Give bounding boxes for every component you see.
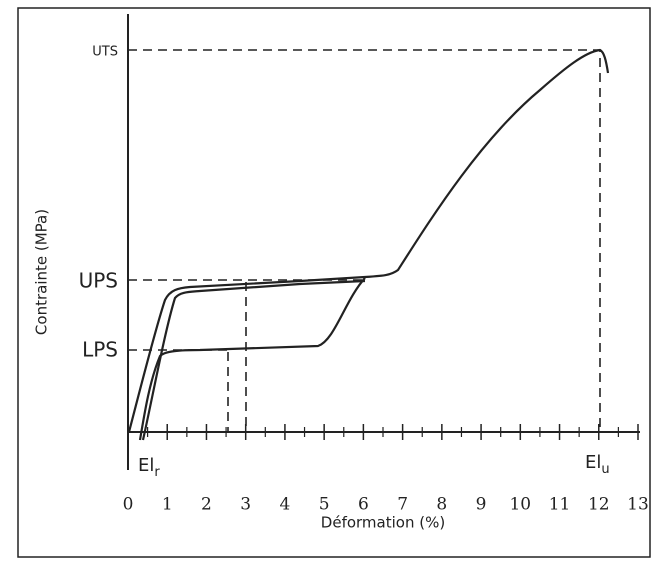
unloading-curve — [138, 277, 366, 441]
x-tick-label: 1 — [162, 495, 173, 515]
x-tick-label: 2 — [201, 495, 212, 515]
x-tick-label: 4 — [280, 495, 291, 515]
x-tick-label: 11 — [549, 495, 571, 515]
loading-curve — [127, 48, 610, 433]
reloading-curve — [141, 279, 366, 441]
x-tick-label: 7 — [397, 495, 408, 515]
frame — [17, 7, 651, 558]
x-tick-label: 0 — [123, 495, 134, 515]
y-axis-label: Contrainte (MPa) — [33, 209, 51, 335]
marker-label: Elu — [585, 452, 610, 477]
x-ticks: 0 1 2 3 4 5 6 7 8 9 10 11 12 13 — [123, 424, 649, 515]
marker-label: Elr — [138, 455, 160, 480]
x-tick-label: 3 — [240, 495, 251, 515]
x-tick-label: 10 — [509, 495, 531, 515]
ups-label: UPS — [79, 269, 118, 293]
uts-guide — [128, 49, 601, 432]
x-tick-label: 6 — [358, 495, 369, 515]
x-tick-label: 9 — [476, 495, 487, 515]
x-tick-label: 12 — [588, 495, 610, 515]
x-axis-label: Déformation (%) — [321, 514, 445, 532]
guides — [128, 49, 601, 432]
uts-label: UTS — [92, 45, 118, 60]
lps-label: LPS — [82, 338, 118, 362]
x-tick-label: 8 — [436, 495, 447, 515]
x-tick-label: 13 — [627, 495, 649, 515]
x-tick-label: 5 — [319, 495, 330, 515]
